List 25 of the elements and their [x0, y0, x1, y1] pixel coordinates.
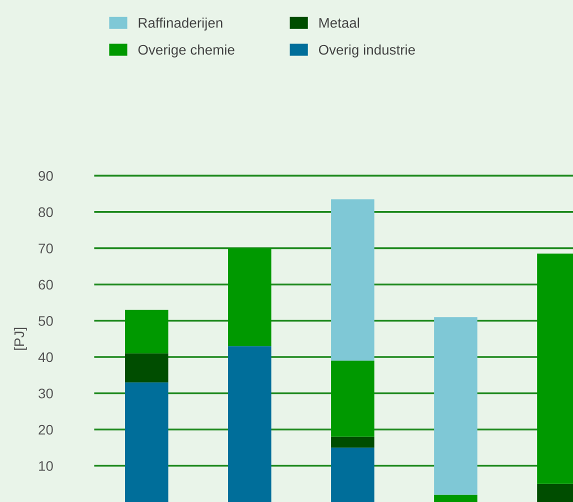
bar	[124, 310, 168, 354]
y-tick-label: 80	[38, 207, 53, 218]
bar	[331, 360, 374, 437]
y-tick-label: 20	[38, 424, 53, 435]
y-axis-title: [PJ]	[14, 328, 27, 350]
y-tick-label: 60	[38, 280, 53, 290]
bar	[331, 448, 374, 502]
y-tick-label: 50	[38, 316, 53, 326]
legend-label: Raffinaderijen	[138, 18, 222, 31]
legend-label: Overig industrie	[318, 44, 415, 58]
bar	[331, 436, 374, 448]
legend-label: Metaal	[319, 18, 360, 28]
legend-label: Overige chemie	[138, 44, 234, 58]
y-tick-label: 40	[38, 352, 53, 362]
y-tick-label: 30	[38, 388, 53, 398]
bar	[124, 353, 168, 382]
y-tick-label: 10	[39, 461, 53, 471]
bar	[228, 346, 272, 502]
y-tick-label: 70	[38, 244, 53, 254]
bar	[228, 248, 272, 346]
bar	[331, 199, 374, 361]
bar	[434, 494, 478, 502]
bar	[124, 382, 168, 502]
y-tick-label: 90	[38, 171, 53, 181]
bar	[434, 317, 478, 495]
